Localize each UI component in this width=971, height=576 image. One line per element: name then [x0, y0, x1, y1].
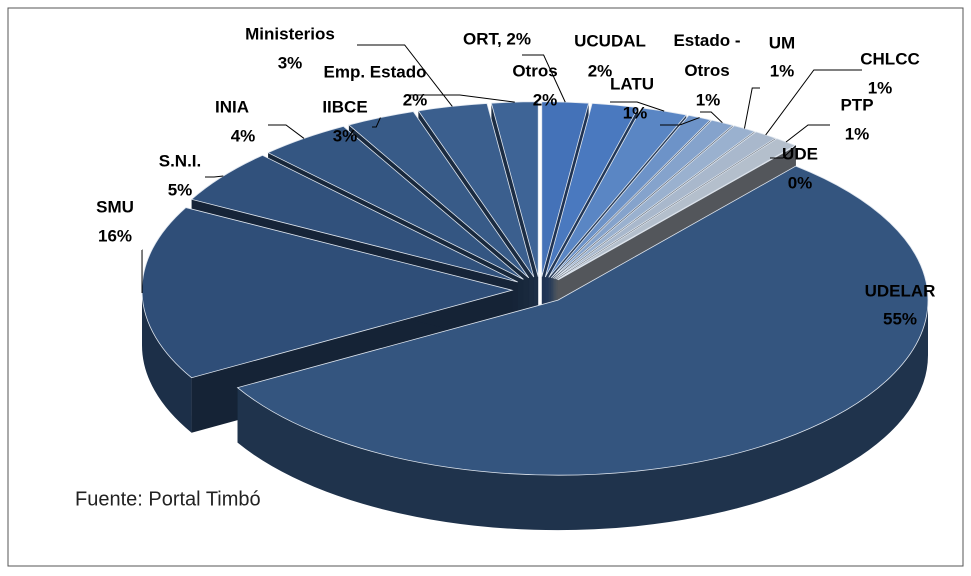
slice	[236, 165, 929, 476]
value-label: 1%	[696, 90, 721, 109]
value-label: 16%	[98, 226, 132, 245]
leader-line	[660, 117, 700, 126]
category-label: PTP	[840, 95, 873, 114]
value-label: 1%	[770, 61, 795, 80]
value-label: 3%	[333, 126, 358, 145]
slice	[417, 103, 535, 278]
value-label: 5%	[168, 180, 193, 199]
value-label: 2%	[533, 90, 558, 109]
leader-line	[765, 69, 862, 136]
value-label: 2%	[403, 90, 428, 109]
slice-wall	[237, 300, 928, 531]
leader-line	[357, 44, 453, 107]
category-label: S.N.I.	[159, 151, 202, 170]
leader-line	[785, 124, 830, 143]
leader-line	[405, 94, 515, 103]
slice	[141, 207, 514, 379]
value-label: 55%	[883, 309, 917, 328]
value-label: 1%	[868, 78, 893, 97]
leader-line	[610, 101, 665, 112]
category-label-line: Estado -	[673, 31, 740, 50]
category-label-line: Otros	[684, 61, 729, 80]
category-label: Ministerios	[245, 24, 335, 43]
category-label: UDELAR	[865, 281, 936, 300]
category-label: UDE	[782, 144, 818, 163]
leader-line	[743, 87, 760, 129]
value-label: 2%	[588, 61, 613, 80]
category-label: Otros	[512, 61, 557, 80]
leader-line	[522, 54, 566, 103]
category-label: UCUDAL	[574, 31, 646, 50]
value-label: 1%	[845, 124, 870, 143]
source-note: Fuente: Portal Timbó	[75, 488, 261, 510]
value-label: 0%	[788, 173, 813, 192]
category-label: Emp. Estado	[324, 62, 427, 81]
category-label: LATU	[610, 74, 654, 93]
category-label: CHLCC	[860, 49, 920, 68]
category-label: SMU	[96, 197, 134, 216]
leader-line	[205, 175, 224, 178]
slice-wall	[142, 290, 192, 433]
leader-line	[372, 117, 381, 128]
category-label: Estado - Otros	[673, 31, 740, 80]
category-label: IIBCE	[322, 97, 367, 116]
category-label: INIA	[215, 97, 249, 116]
leader-line	[770, 145, 797, 159]
value-label: 1%	[623, 103, 648, 122]
category-label: UM	[769, 33, 795, 52]
slice	[557, 138, 797, 280]
value-label: 4%	[231, 126, 256, 145]
leader-line	[268, 124, 305, 139]
slice	[544, 102, 639, 278]
value-label: 3%	[278, 53, 303, 72]
value-label: ORT, 2%	[463, 29, 531, 48]
leader-line	[700, 111, 723, 124]
slice	[548, 107, 688, 278]
